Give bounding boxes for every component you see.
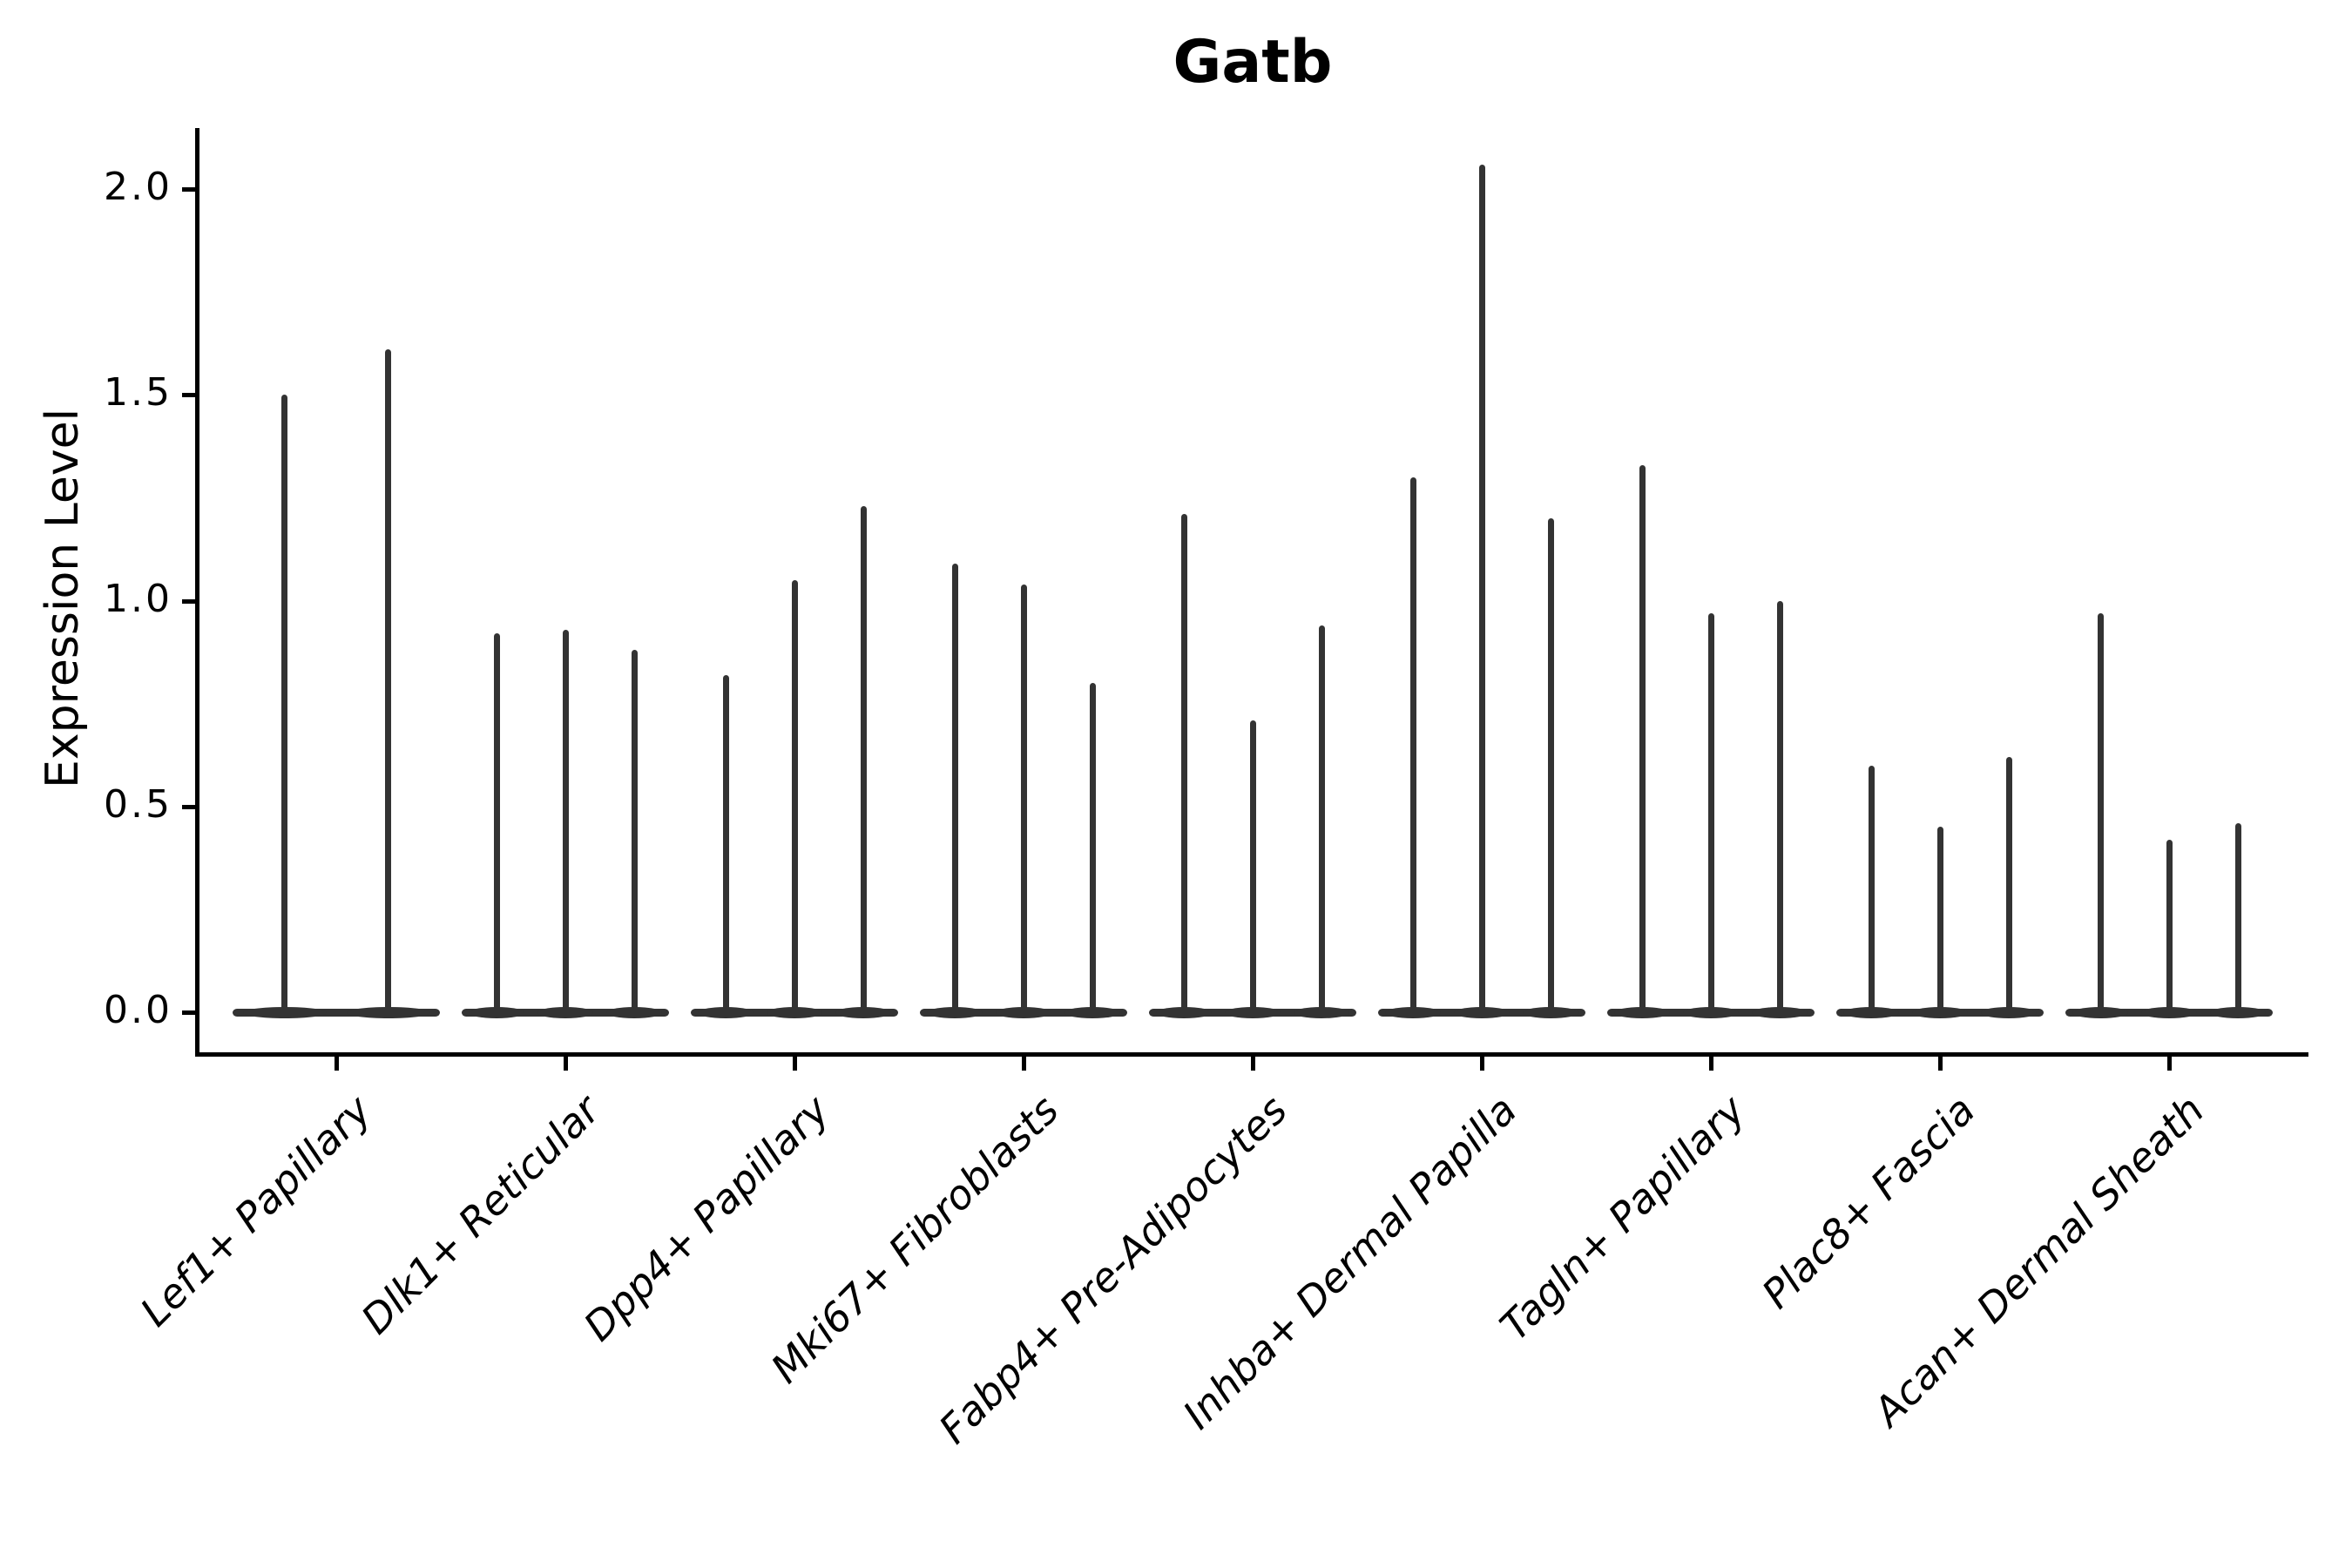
y-tick [182,393,198,398]
x-tick [1022,1054,1026,1071]
violin-spike [1089,683,1096,1015]
violin-spike [1707,612,1714,1015]
y-tick [182,598,198,604]
violin-spike [791,579,798,1015]
violin-spike [1249,720,1256,1015]
violin-spike [951,563,958,1015]
violin-spike [2234,822,2241,1015]
y-tick [182,187,198,192]
x-tick [1709,1054,1713,1071]
violin-spike [1936,827,1943,1015]
x-tick [335,1054,339,1071]
violin-spike [281,395,287,1015]
x-tick [2167,1054,2172,1071]
violin-spike [1409,476,1416,1015]
violin-base [233,1009,440,1017]
y-tick-label: 0.5 [104,781,172,827]
chart-title: Gatb [1173,28,1333,97]
violin-spike [385,349,391,1015]
violin-spike [493,633,500,1015]
x-tick [793,1054,797,1071]
x-tick-label: Dpp4+ Papillary [574,1086,839,1350]
violin-spike [1776,600,1783,1015]
y-tick-label: 1.0 [104,576,172,621]
y-axis-spine [195,128,199,1057]
violin-spike [1547,518,1554,1015]
y-tick-label: 1.5 [104,370,172,416]
x-tick-label: Dlk1+ Reticular [352,1086,610,1343]
x-tick-label: Plac8+ Fascia [1752,1086,1984,1318]
violin-spike [2166,839,2173,1015]
violin-spike [1868,765,1875,1015]
y-tick [182,1010,198,1015]
violin-spike [1180,514,1187,1015]
violin-spike [1639,464,1646,1015]
violin-spike [1020,584,1027,1015]
violin-spike [2097,612,2104,1015]
x-tick-label: Tagln+ Papillary [1490,1086,1755,1350]
violin-spike [1318,625,1325,1015]
violin-spike [1478,164,1485,1015]
x-tick [1251,1054,1255,1071]
violin-spike [562,629,569,1015]
y-tick [182,804,198,809]
x-tick-label: Lef1+ Papillary [131,1086,381,1335]
y-tick-label: 0.0 [104,988,172,1032]
violin-spike [860,505,867,1015]
violin-spike [2005,757,2012,1015]
x-tick [564,1054,568,1071]
violin-spike [631,650,638,1015]
x-tick [1480,1054,1484,1071]
violin-spike [722,674,729,1015]
x-tick [1938,1054,1943,1071]
y-tick-label: 2.0 [104,165,172,209]
